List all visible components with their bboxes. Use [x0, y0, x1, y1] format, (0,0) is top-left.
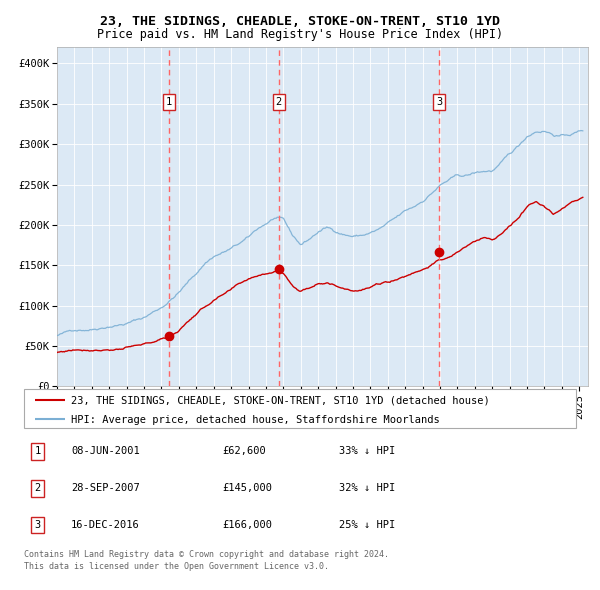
Text: 2: 2 [35, 483, 41, 493]
Text: £166,000: £166,000 [223, 520, 273, 530]
Text: 33% ↓ HPI: 33% ↓ HPI [338, 447, 395, 457]
Text: 23, THE SIDINGS, CHEADLE, STOKE-ON-TRENT, ST10 1YD (detached house): 23, THE SIDINGS, CHEADLE, STOKE-ON-TRENT… [71, 396, 490, 406]
Text: HPI: Average price, detached house, Staffordshire Moorlands: HPI: Average price, detached house, Staf… [71, 415, 440, 425]
Text: 3: 3 [35, 520, 41, 530]
Text: 1: 1 [166, 97, 172, 107]
Text: 28-SEP-2007: 28-SEP-2007 [71, 483, 140, 493]
Text: Price paid vs. HM Land Registry's House Price Index (HPI): Price paid vs. HM Land Registry's House … [97, 28, 503, 41]
Text: 1: 1 [35, 447, 41, 457]
Text: 23, THE SIDINGS, CHEADLE, STOKE-ON-TRENT, ST10 1YD: 23, THE SIDINGS, CHEADLE, STOKE-ON-TRENT… [100, 15, 500, 28]
Text: This data is licensed under the Open Government Licence v3.0.: This data is licensed under the Open Gov… [24, 562, 329, 571]
Text: £62,600: £62,600 [223, 447, 266, 457]
Text: 2: 2 [275, 97, 282, 107]
Text: 3: 3 [436, 97, 442, 107]
Text: £145,000: £145,000 [223, 483, 273, 493]
Text: 08-JUN-2001: 08-JUN-2001 [71, 447, 140, 457]
Text: 16-DEC-2016: 16-DEC-2016 [71, 520, 140, 530]
Text: Contains HM Land Registry data © Crown copyright and database right 2024.: Contains HM Land Registry data © Crown c… [24, 550, 389, 559]
Text: 25% ↓ HPI: 25% ↓ HPI [338, 520, 395, 530]
Text: 32% ↓ HPI: 32% ↓ HPI [338, 483, 395, 493]
